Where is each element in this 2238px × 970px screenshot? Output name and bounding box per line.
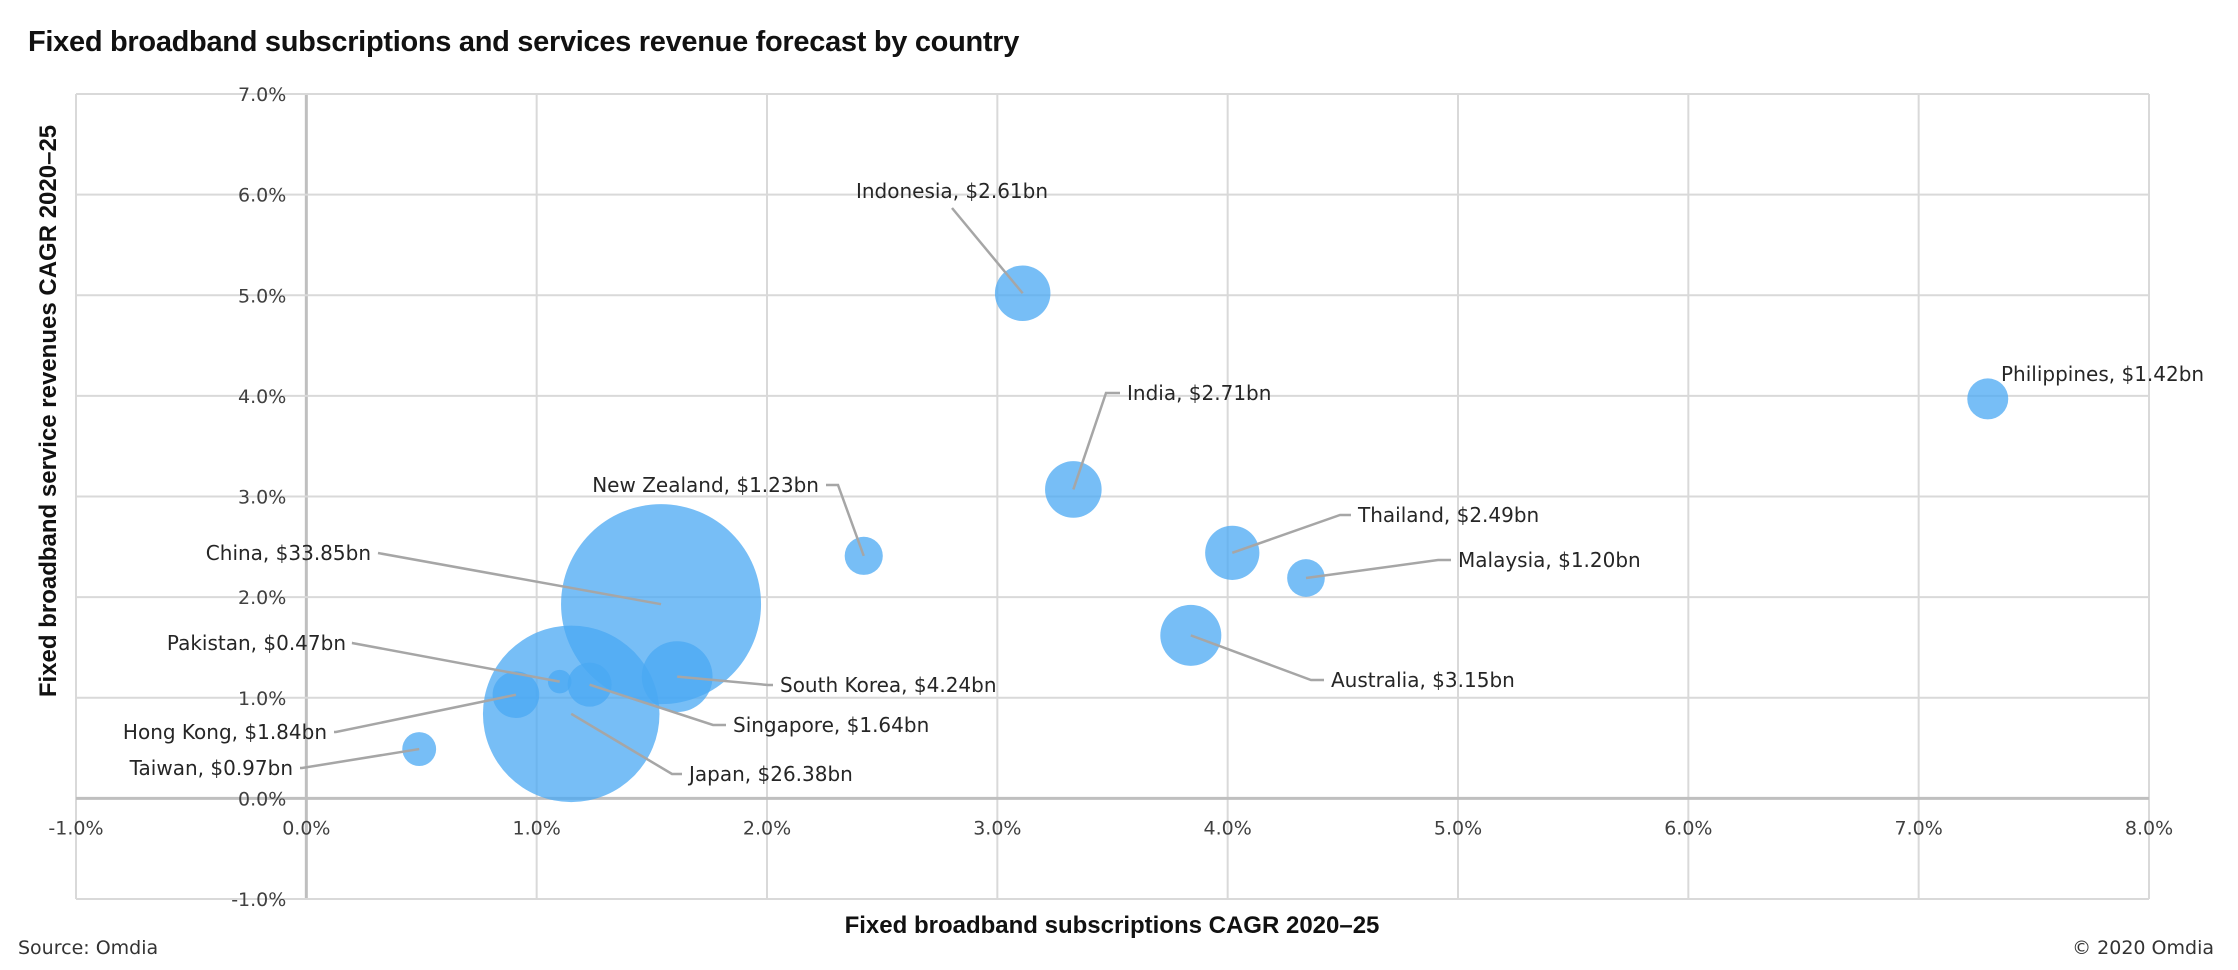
x-tick-label: -1.0% bbox=[48, 817, 103, 839]
y-tick-label: 2.0% bbox=[238, 587, 286, 609]
bubble-thailand bbox=[1205, 525, 1260, 580]
copyright-note: © 2020 Omdia bbox=[2072, 937, 2214, 959]
data-label-malaysia: Malaysia, $1.20bn bbox=[1458, 548, 1641, 572]
data-label-china: China, $33.85bn bbox=[206, 541, 371, 565]
data-label-taiwan: Taiwan, $0.97bn bbox=[129, 756, 293, 780]
data-label-new-zealand: New Zealand, $1.23bn bbox=[592, 473, 819, 497]
y-axis-title: Fixed broadband service revenues CAGR 20… bbox=[35, 125, 62, 697]
leader-line-australia bbox=[1190, 634, 1324, 682]
leader-line-pakistan bbox=[351, 641, 560, 683]
leader-line-china bbox=[377, 551, 662, 606]
chart-title: Fixed broadband subscriptions and servic… bbox=[28, 26, 1020, 58]
data-label-hong-kong: Hong Kong, $1.84bn bbox=[123, 720, 327, 744]
leader-line-malaysia bbox=[1305, 558, 1451, 580]
x-tick-label: 1.0% bbox=[513, 817, 561, 839]
leader-line-japan bbox=[570, 712, 682, 776]
y-tick-label: 5.0% bbox=[238, 285, 286, 307]
data-label-thailand: Thailand, $2.49bn bbox=[1357, 503, 1539, 527]
y-tick-label: 7.0% bbox=[238, 84, 286, 106]
y-tick-label: 1.0% bbox=[238, 688, 286, 710]
y-axis-tick-labels: -1.0% 0.0% 1.0% 2.0% 3.0% 4.0% 5.0% 6.0% 7.0% bbox=[231, 84, 286, 911]
data-label-philippines: Philippines, $1.42bn bbox=[2001, 362, 2204, 386]
bubbles bbox=[402, 265, 2009, 803]
y-tick-label: 3.0% bbox=[238, 487, 286, 509]
leader-line-taiwan bbox=[300, 747, 420, 770]
y-tick-label: 4.0% bbox=[238, 386, 286, 408]
bubble-singapore bbox=[567, 662, 612, 707]
x-tick-label: 6.0% bbox=[1664, 817, 1712, 839]
x-tick-label: 4.0% bbox=[1204, 817, 1252, 839]
leader-line-india bbox=[1072, 391, 1120, 490]
x-tick-label: 8.0% bbox=[2125, 817, 2173, 839]
leader-line-new-zealand bbox=[826, 483, 865, 557]
x-tick-label: 7.0% bbox=[1895, 817, 1943, 839]
y-tick-label: -1.0% bbox=[231, 889, 286, 911]
data-label-australia: Australia, $3.15bn bbox=[1331, 668, 1515, 692]
data-label-south-korea: South Korea, $4.24bn bbox=[780, 673, 997, 697]
x-tick-label: 5.0% bbox=[1434, 817, 1482, 839]
y-tick-label: 6.0% bbox=[238, 185, 286, 207]
data-label-singapore: Singapore, $1.64bn bbox=[733, 713, 929, 737]
data-labels: China, $33.85bn Japan, $26.38bn South Kore… bbox=[123, 179, 2204, 786]
leader-line-singapore bbox=[589, 683, 726, 727]
x-tick-label: 3.0% bbox=[973, 817, 1021, 839]
leader-line-south-korea bbox=[677, 675, 773, 687]
x-axis-title: Fixed broadband subscriptions CAGR 2020–… bbox=[845, 912, 1380, 939]
data-label-indonesia: Indonesia, $2.61bn bbox=[856, 179, 1048, 203]
x-axis-tick-labels: -1.0% 0.0% 1.0% 2.0% 3.0% 4.0% 5.0% 6.0% 7.0% 8.0… bbox=[48, 817, 2173, 839]
x-tick-label: 2.0% bbox=[743, 817, 791, 839]
leader-line-hong-kong bbox=[334, 693, 517, 734]
y-tick-label: 0.0% bbox=[238, 788, 286, 810]
bubble-philippines bbox=[1967, 378, 2009, 420]
leader-line-thailand bbox=[1231, 513, 1351, 555]
source-note: Source: Omdia bbox=[18, 937, 159, 959]
bubble-australia bbox=[1160, 604, 1222, 666]
leader-lines bbox=[300, 207, 1451, 776]
gridlines bbox=[75, 93, 2150, 900]
data-label-japan: Japan, $26.38bn bbox=[687, 762, 853, 786]
data-label-india: India, $2.71bn bbox=[1127, 381, 1271, 405]
x-tick-label: 0.0% bbox=[282, 817, 330, 839]
data-label-pakistan: Pakistan, $0.47bn bbox=[167, 631, 346, 655]
leader-line-indonesia bbox=[951, 207, 1024, 295]
bubble-south-korea bbox=[641, 641, 713, 713]
